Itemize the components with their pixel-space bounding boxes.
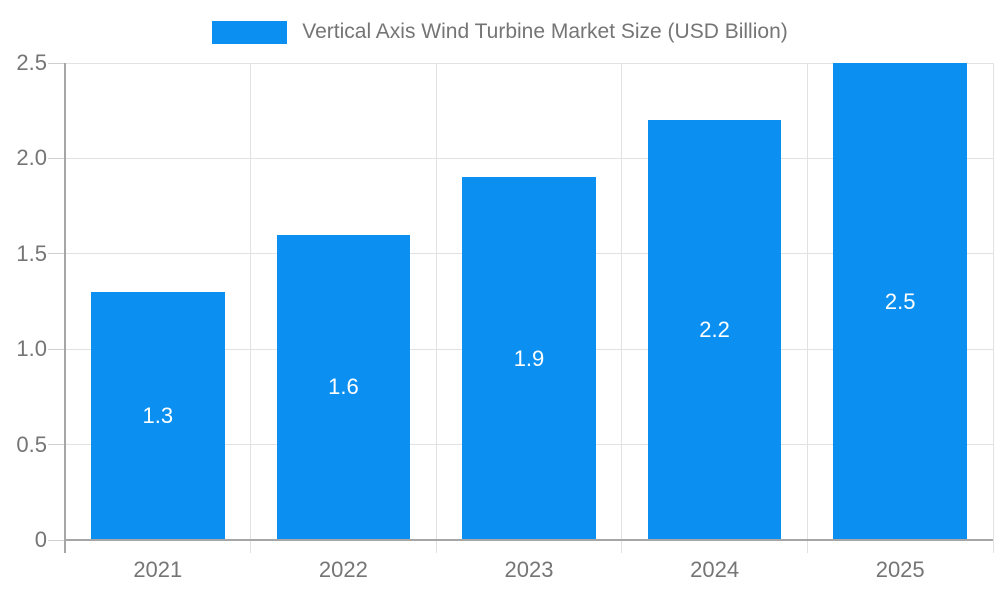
y-tick-label: 2.0 <box>16 145 47 171</box>
legend-swatch <box>212 20 288 44</box>
y-tick-mark <box>48 539 65 541</box>
bar[interactable]: 2.2 <box>647 120 782 540</box>
y-tick-mark <box>48 348 65 350</box>
x-tick-label: 2024 <box>690 557 740 582</box>
horizontal-gridline <box>65 62 993 64</box>
vertical-gridline <box>435 63 437 553</box>
bar[interactable]: 1.3 <box>90 291 225 540</box>
y-tick-label: 2.5 <box>16 50 47 75</box>
plot-area: 1.3 1.6 1.9 2.2 2.5 <box>48 62 994 553</box>
y-axis-labels: 0 0.5 1.0 1.5 2.0 2.5 <box>0 50 47 552</box>
bar-value-label: 2.5 <box>884 288 916 314</box>
vertical-gridline <box>621 63 623 553</box>
x-axis-line <box>65 539 993 541</box>
bar-value-label: 1.3 <box>142 402 174 428</box>
y-tick-label: 1.5 <box>16 240 47 266</box>
y-tick-mark <box>48 444 65 446</box>
y-tick-mark <box>48 62 65 64</box>
x-tick-label: 2021 <box>133 557 183 582</box>
bar[interactable]: 1.9 <box>462 177 596 540</box>
x-tick-label: 2022 <box>318 557 368 582</box>
x-tick-label: 2023 <box>504 557 554 582</box>
vertical-gridline <box>806 63 808 553</box>
vertical-gridline <box>992 63 994 553</box>
bar-value-label: 2.2 <box>699 317 730 343</box>
y-tick-label: 1.0 <box>16 336 47 362</box>
y-tick-mark <box>48 157 65 159</box>
y-tick-mark <box>48 253 65 255</box>
horizontal-gridline <box>65 157 993 159</box>
vertical-gridline <box>250 63 252 553</box>
y-tick-label: 0 <box>34 527 47 552</box>
legend-label: Vertical Axis Wind Turbine Market Size (… <box>302 20 788 43</box>
bar-value-label: 1.9 <box>513 345 545 371</box>
bar-value-label: 1.6 <box>328 374 359 400</box>
y-axis-line <box>64 63 66 553</box>
bar[interactable]: 2.5 <box>833 63 967 540</box>
y-tick-label: 0.5 <box>16 431 47 457</box>
x-tick-label: 2025 <box>875 557 925 582</box>
legend[interactable]: Vertical Axis Wind Turbine Market Size (… <box>0 20 1000 44</box>
bar[interactable]: 1.6 <box>276 234 411 540</box>
